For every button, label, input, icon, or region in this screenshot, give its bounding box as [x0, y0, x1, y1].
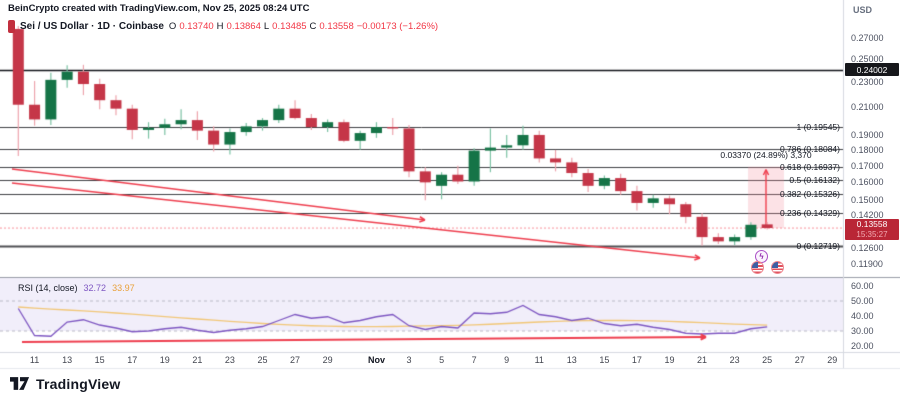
high-label: H — [216, 21, 224, 32]
rsi-axis-label: 40.00 — [851, 311, 874, 321]
price-axis-label: 0.12600 — [851, 243, 884, 254]
credit-text: BeinCrypto created with TradingView.com,… — [8, 3, 310, 14]
time-axis-label: 27 — [290, 355, 301, 365]
rsi-value: 32.72 — [83, 283, 107, 293]
projection-annotation: 0.03370 (24.89%) 3,370 — [720, 150, 812, 160]
time-axis-label: 13 — [566, 355, 577, 365]
rsi-title: RSI (14, close) — [18, 283, 78, 293]
time-axis-label: 25 — [257, 355, 268, 365]
close-value: 0.13558 — [319, 21, 354, 32]
time-axis-label: 17 — [631, 355, 642, 365]
time-axis-label: 15 — [599, 355, 610, 365]
fib-level-label: 0.618 (0.16937) — [779, 161, 840, 172]
time-axis-label: 7 — [471, 355, 477, 365]
time-axis-label: 19 — [664, 355, 675, 365]
low-label: L — [263, 21, 270, 32]
ohlc-values: O 0.13740 H 0.13864 L 0.13485 C 0.13558 −0.0… — [169, 21, 438, 32]
time-axis-label: 29 — [322, 355, 333, 365]
high-value: 0.13864 — [226, 21, 261, 32]
time-axis-label: 15 — [94, 355, 105, 365]
open-label: O — [168, 21, 177, 32]
symbol-legend[interactable]: Sei / US Dollar · 1D · Coinbase O 0.13740… — [8, 20, 438, 33]
close-label: C — [309, 21, 317, 32]
time-axis-label: 13 — [62, 355, 73, 365]
time-axis-label: 11 — [534, 355, 544, 365]
rsi-axis-label: 50.00 — [851, 296, 874, 306]
open-value: 0.13740 — [179, 21, 214, 32]
fib-level-label: 0.236 (0.14329) — [779, 207, 840, 218]
time-axis-label: 25 — [762, 355, 773, 365]
us-flag-event-icon[interactable] — [751, 261, 764, 274]
time-axis-label: 19 — [159, 355, 170, 365]
price-axis-label: 0.21000 — [851, 102, 884, 113]
fib-level-label: 0.786 (0.18084) — [779, 143, 840, 154]
tradingview-logo-text: TradingView — [36, 375, 121, 392]
time-axis-label: 21 — [192, 355, 203, 365]
price-axis-label: 0.14200 — [851, 210, 884, 221]
last-price-badge: 0.13558 15:35:27 — [845, 219, 899, 241]
fib-level-label: 0.382 (0.15326) — [779, 189, 840, 200]
price-axis-label: 0.25000 — [851, 54, 884, 65]
price-axis-label: 0.11900 — [851, 259, 883, 270]
rsi-legend[interactable]: RSI (14, close) 32.72 33.97 — [18, 283, 135, 293]
time-axis-label: 27 — [794, 355, 805, 365]
price-axis-label: 0.16000 — [851, 177, 884, 188]
price-axis-label: 0.27000 — [851, 33, 884, 43]
last-price-value: 0.13558 — [856, 219, 888, 230]
rsi-ma-value: 33.97 — [112, 283, 135, 293]
price-axis-label: 0.23000 — [851, 77, 884, 88]
price-axis-label: 0.17000 — [851, 160, 884, 171]
time-axis-label: 9 — [504, 355, 510, 365]
time-axis-label: 29 — [827, 355, 838, 365]
time-axis-label: 23 — [224, 355, 235, 365]
rsi-axis-label: 30.00 — [851, 326, 874, 336]
bar-countdown: 15:35:27 — [856, 229, 888, 239]
us-flag-event-icon[interactable] — [771, 261, 784, 274]
rsi-axis-label: 20.00 — [851, 341, 874, 351]
tradingview-logo[interactable]: TradingView — [10, 375, 120, 392]
price-axis-label: 0.18000 — [851, 144, 884, 155]
fib-level-label: 1 (0.19545) — [796, 122, 840, 133]
rsi-axis-label: 60.00 — [851, 281, 874, 291]
time-axis-label: 17 — [127, 355, 138, 365]
sei-logo-icon — [8, 20, 15, 33]
time-axis-label: Nov — [367, 355, 385, 365]
time-axis-label: 21 — [697, 355, 708, 365]
fib-level-label: 0 (0.12719) — [796, 240, 840, 251]
time-axis-label: 11 — [29, 355, 40, 365]
change-value: −0.00173 (−1.26%) — [356, 21, 439, 32]
low-value: 0.13485 — [272, 21, 307, 32]
fib-level-label: 0.5 (0.16132) — [789, 175, 840, 186]
time-axis-label: 3 — [406, 355, 412, 365]
time-axis-label: 5 — [439, 355, 445, 365]
currency-label: USD — [853, 5, 873, 15]
time-axis-label: 23 — [729, 355, 740, 365]
price-axis-label: 0.19000 — [851, 129, 884, 140]
price-level-badge: 0.24002 — [845, 63, 899, 77]
symbol-title: Sei / US Dollar · 1D · Coinbase — [20, 21, 164, 32]
price-axis-label: 0.15000 — [851, 195, 884, 206]
tradingview-logo-icon — [10, 377, 30, 390]
